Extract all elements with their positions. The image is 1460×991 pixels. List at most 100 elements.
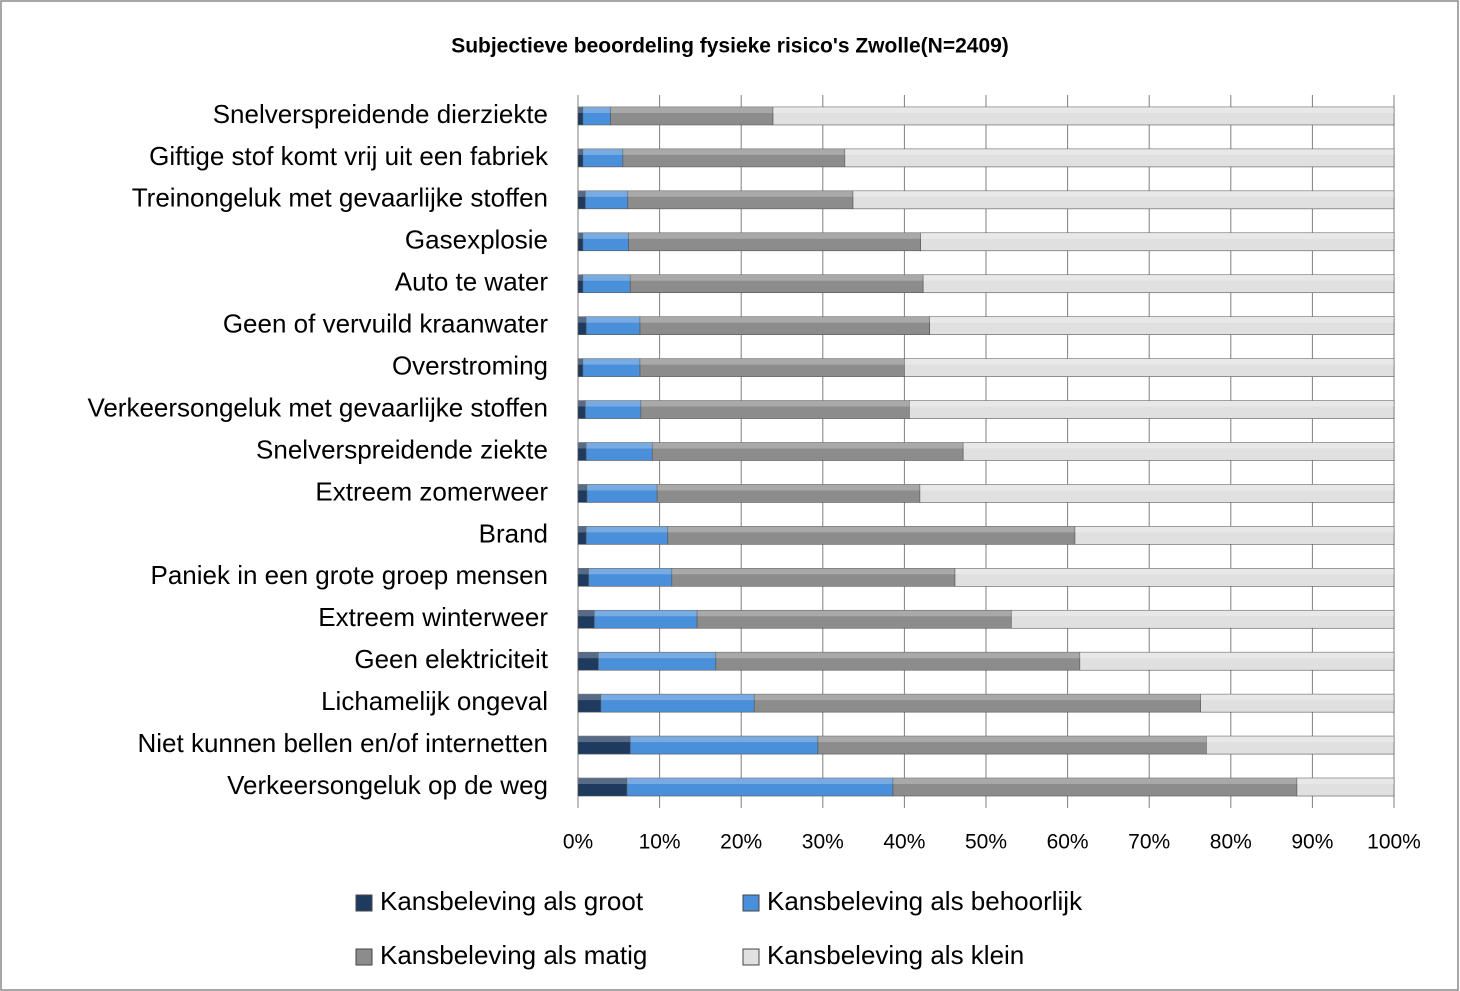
bar-highlight	[585, 400, 641, 407]
bar-highlight	[652, 442, 964, 449]
x-tick-label: 50%	[965, 831, 1007, 854]
bar-segment	[1296, 777, 1395, 797]
bar-highlight	[671, 568, 955, 575]
bar-highlight	[578, 316, 587, 323]
bar-highlight	[588, 568, 672, 575]
bar-highlight	[578, 190, 586, 197]
legend-swatch	[355, 894, 373, 912]
x-tick-label: 80%	[1210, 831, 1252, 854]
bar-highlight	[640, 316, 930, 323]
bar-highlight	[622, 148, 845, 155]
y-tick-label: Auto te water	[395, 267, 549, 297]
bar-segment	[920, 232, 1395, 252]
bar-highlight	[578, 778, 627, 785]
bar-highlight	[600, 694, 755, 701]
x-tick-label: 30%	[802, 831, 844, 854]
bar-highlight	[582, 148, 623, 155]
y-tick-label: Overstroming	[392, 350, 548, 380]
legend-swatch	[742, 948, 760, 966]
bar-highlight	[578, 526, 587, 533]
bar-highlight	[578, 358, 583, 365]
bar-highlight	[920, 232, 1394, 239]
x-tick-label: 10%	[639, 831, 681, 854]
bar-highlight	[715, 652, 1080, 659]
bar-highlight	[627, 190, 853, 197]
bar-highlight	[630, 274, 924, 281]
bar-highlight	[909, 400, 1394, 407]
y-tick-label: Verkeersongeluk met gevaarlijke stoffen	[87, 392, 548, 422]
bar-highlight	[578, 106, 583, 113]
bar-highlight	[1011, 610, 1394, 617]
bar-highlight	[594, 610, 698, 617]
bar-highlight	[1200, 694, 1394, 701]
bar-highlight	[628, 232, 921, 239]
bar-highlight	[578, 484, 587, 491]
y-tick-label: Extreem winterweer	[318, 602, 548, 632]
legend-swatch	[742, 894, 760, 912]
bar-segment	[908, 400, 1395, 419]
bar-highlight	[585, 190, 628, 197]
bar-segment	[1079, 651, 1395, 671]
y-tick-label: Extreem zomerweer	[315, 476, 548, 506]
bar-highlight	[578, 148, 583, 155]
x-tick-label: 90%	[1291, 831, 1333, 854]
y-tick-label: Gasexplosie	[405, 225, 548, 255]
bar-highlight	[582, 274, 631, 281]
legend-swatch	[355, 948, 373, 966]
legend-label: Kansbeleving als klein	[767, 940, 1024, 970]
y-tick-label: Geen of vervuild kraanwater	[223, 309, 549, 339]
y-tick-label: Giftige stof komt vrij uit een fabriek	[149, 141, 549, 171]
bar-segment	[1200, 693, 1395, 713]
bar-highlight	[578, 610, 595, 617]
bar-highlight	[578, 232, 583, 239]
bar-highlight	[578, 736, 631, 743]
bar-highlight	[586, 316, 641, 323]
bar-segment	[904, 358, 1395, 377]
x-tick-label: 70%	[1128, 831, 1170, 854]
y-tick-label: Snelverspreidende dierziekte	[213, 99, 548, 129]
bar-segment	[929, 316, 1395, 335]
bar-highlight	[640, 400, 910, 407]
bar-highlight	[1074, 526, 1394, 533]
bar-highlight	[582, 232, 629, 239]
bar-segment	[844, 148, 1395, 168]
bar-segment	[852, 190, 1395, 210]
bar-highlight	[904, 358, 1394, 365]
bar-highlight	[1206, 736, 1394, 743]
bar-highlight	[817, 736, 1207, 743]
bar-highlight	[754, 694, 1201, 701]
bar-highlight	[923, 274, 1394, 281]
bar-highlight	[892, 778, 1297, 785]
bar-highlight	[919, 484, 1394, 491]
bar-highlight	[578, 400, 586, 407]
bar-highlight	[582, 106, 611, 113]
bar-highlight	[578, 274, 583, 281]
bar-highlight	[640, 358, 905, 365]
bar-highlight	[578, 568, 589, 575]
x-tick-label: 60%	[1047, 831, 1089, 854]
x-tick-label: 0%	[563, 831, 593, 854]
bar-highlight	[578, 694, 601, 701]
legend-label: Kansbeleving als groot	[380, 886, 644, 916]
bar-highlight	[586, 442, 653, 449]
bar-highlight	[582, 358, 641, 365]
bar-segment	[954, 568, 1395, 587]
bar-highlight	[578, 442, 587, 449]
legend-label: Kansbeleving als behoorlijk	[767, 886, 1083, 916]
bar-highlight	[586, 484, 658, 491]
legend-label: Kansbeleving als matig	[380, 940, 647, 970]
bar-segment	[1074, 526, 1395, 545]
bar-highlight	[954, 568, 1394, 575]
y-tick-label: Paniek in een grote groep mensen	[151, 560, 549, 590]
bar-highlight	[586, 526, 668, 533]
bar-segment	[1010, 609, 1395, 629]
bar-highlight	[610, 106, 774, 113]
y-tick-label: Treinongeluk met gevaarlijke stoffen	[132, 183, 548, 213]
x-tick-label: 40%	[883, 831, 925, 854]
bar-highlight	[657, 484, 920, 491]
chart-title: Subjectieve beoordeling fysieke risico's…	[451, 35, 1009, 58]
bar-segment	[772, 106, 1395, 126]
bar-highlight	[844, 148, 1394, 155]
bar-highlight	[630, 736, 818, 743]
